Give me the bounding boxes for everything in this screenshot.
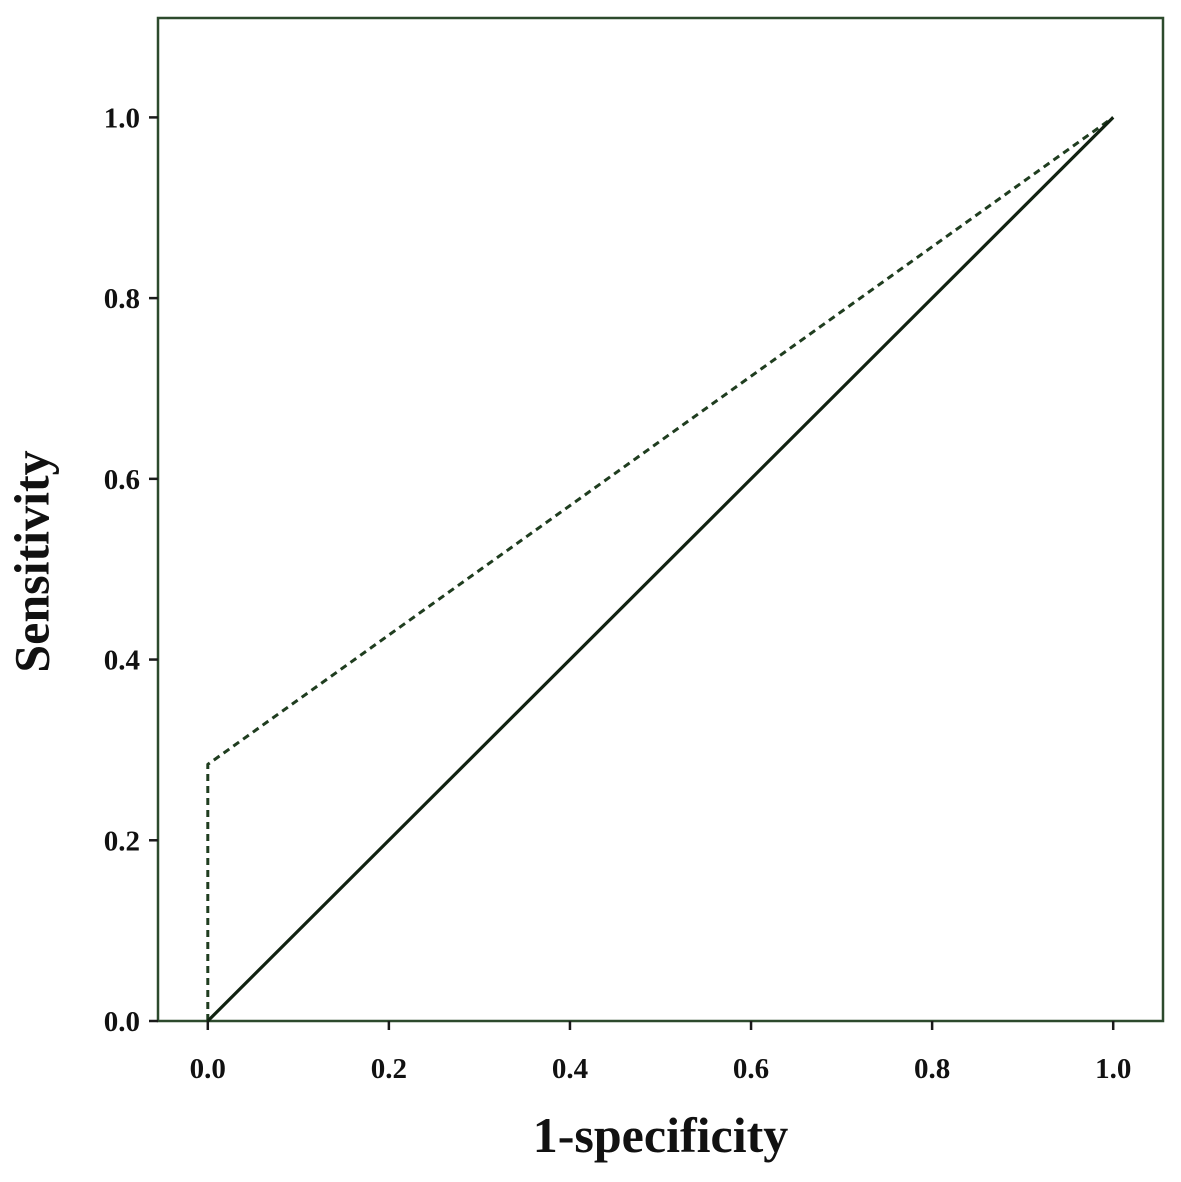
y-tick-label: 0.4 — [104, 645, 140, 677]
y-tick-label: 0.8 — [104, 283, 140, 315]
y-tick-label: 1.0 — [104, 102, 140, 134]
series-layer — [206, 116, 1115, 1023]
axis-tick-labels: 0.0 0.2 0.4 0.6 0.8 1.0 0.0 0.2 0.4 0.6 0.8 1.0 — [104, 102, 1132, 1085]
x-tick-label: 0.6 — [733, 1053, 769, 1085]
x-tick-label: 0.2 — [371, 1053, 407, 1085]
reference-line-solid — [206, 116, 1115, 1023]
x-tick-label: 0.4 — [552, 1053, 588, 1085]
roc-curve-dashed — [206, 116, 1115, 1021]
y-tick-label: 0.6 — [104, 464, 140, 496]
x-tick-label: 1.0 — [1095, 1053, 1131, 1085]
x-axis-title: 1-specificity — [533, 1107, 788, 1163]
y-tick-label: 0.0 — [104, 1006, 140, 1038]
y-tick-label: 0.2 — [104, 825, 140, 857]
x-tick-label: 0.8 — [914, 1053, 950, 1085]
x-tick-label: 0.0 — [190, 1053, 226, 1085]
y-axis-title: Sensitivity — [3, 450, 59, 672]
plot-frame — [156, 16, 1165, 1023]
axis-ticks — [149, 116, 1115, 1030]
